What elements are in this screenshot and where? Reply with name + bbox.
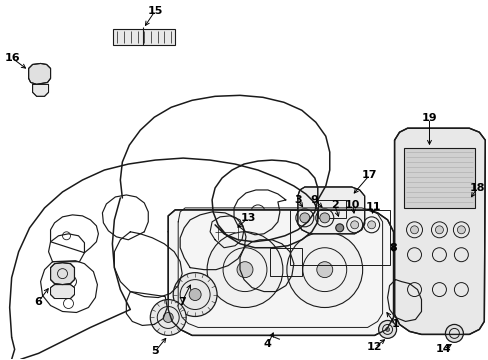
Text: 11: 11 [365,202,381,212]
Circle shape [316,262,332,278]
Circle shape [435,226,443,234]
Text: 3: 3 [293,195,301,205]
Circle shape [286,232,362,307]
Text: 5: 5 [151,346,159,356]
Circle shape [410,226,418,234]
Text: 19: 19 [421,113,436,123]
Circle shape [367,221,375,229]
Text: 1: 1 [391,319,399,329]
Bar [113,28,175,45]
Bar [289,210,389,265]
Polygon shape [394,128,484,334]
Polygon shape [33,84,48,96]
Circle shape [207,232,283,307]
Polygon shape [50,285,74,298]
Text: 14: 14 [435,345,450,354]
Circle shape [189,289,201,301]
Text: 17: 17 [361,170,377,180]
Circle shape [378,320,396,338]
Bar [317,200,345,218]
Text: 8: 8 [389,243,397,253]
Circle shape [335,224,343,232]
Text: 12: 12 [366,342,382,352]
Polygon shape [297,187,364,234]
Text: 18: 18 [468,183,484,193]
Circle shape [163,312,173,323]
Text: 10: 10 [345,200,360,210]
Text: 9: 9 [310,195,318,205]
Circle shape [150,300,186,336]
Text: 4: 4 [264,339,271,349]
Circle shape [445,324,463,342]
Circle shape [350,221,358,229]
Circle shape [385,328,389,332]
Text: 7: 7 [178,297,185,306]
Circle shape [299,213,309,223]
Circle shape [319,213,329,223]
Polygon shape [168,210,393,336]
Text: 16: 16 [5,54,20,63]
Bar [269,248,301,276]
Text: 13: 13 [240,213,255,223]
Polygon shape [29,63,50,84]
Text: 15: 15 [147,6,163,15]
Polygon shape [50,263,74,285]
Circle shape [173,273,217,316]
Text: 6: 6 [35,297,42,306]
Circle shape [456,226,465,234]
Circle shape [237,262,252,278]
Text: 2: 2 [330,200,338,210]
Bar [403,148,474,208]
